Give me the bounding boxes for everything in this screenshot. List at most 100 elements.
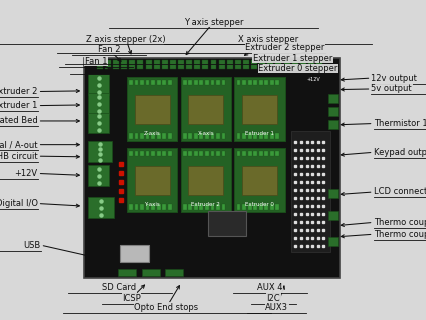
Text: Digital I/O: Digital I/O [0, 199, 37, 208]
Bar [242, 80, 245, 85]
Text: X-axis: X-axis [197, 131, 213, 136]
Bar [193, 204, 197, 210]
Bar [161, 60, 167, 69]
Text: Extruder 1 stepper: Extruder 1 stepper [252, 54, 331, 63]
Text: Keypad output: Keypad output [373, 148, 426, 157]
Bar [88, 141, 112, 162]
Bar [129, 133, 132, 139]
Bar [210, 133, 214, 139]
Text: ICSP: ICSP [122, 294, 141, 303]
Bar [204, 80, 208, 85]
Text: +12V: +12V [14, 169, 37, 178]
Bar [182, 133, 186, 139]
Bar [216, 80, 219, 85]
Bar [236, 204, 240, 210]
Bar [236, 151, 240, 156]
Bar [182, 204, 186, 210]
Bar [216, 133, 219, 139]
Bar [182, 151, 186, 156]
Bar [156, 133, 160, 139]
Bar [165, 269, 183, 276]
Bar [88, 113, 109, 133]
Bar [221, 80, 225, 85]
Bar [129, 204, 132, 210]
Bar [253, 80, 256, 85]
Bar [247, 133, 251, 139]
Text: X axis stepper: X axis stepper [237, 35, 298, 44]
Text: SD Card: SD Card [102, 284, 136, 292]
Bar [118, 269, 136, 276]
Bar [188, 204, 192, 210]
Text: Extruder 2 stepper: Extruder 2 stepper [245, 44, 324, 52]
Bar [188, 80, 192, 85]
Bar [134, 204, 138, 210]
Bar [221, 151, 225, 156]
Bar [264, 151, 268, 156]
Bar [151, 133, 155, 139]
Bar [275, 60, 281, 69]
Bar [234, 148, 284, 212]
Bar [162, 133, 166, 139]
Text: Thermistor 1-3: Thermistor 1-3 [373, 119, 426, 128]
Bar [140, 204, 144, 210]
Bar [234, 60, 240, 69]
Bar [264, 204, 268, 210]
Bar [221, 204, 225, 210]
Bar [140, 151, 144, 156]
Bar [137, 60, 143, 69]
Bar [156, 151, 160, 156]
Bar [156, 204, 160, 210]
Bar [210, 80, 214, 85]
Bar [247, 204, 251, 210]
Bar [188, 95, 223, 124]
Bar [151, 151, 155, 156]
Bar [204, 151, 208, 156]
Bar [210, 204, 214, 210]
Bar [97, 60, 103, 69]
Bar [127, 148, 177, 212]
Bar [199, 133, 203, 139]
Bar [258, 151, 262, 156]
Bar [167, 133, 171, 139]
Bar [140, 133, 144, 139]
Bar [129, 151, 132, 156]
Bar [141, 269, 159, 276]
Bar [194, 60, 200, 69]
Bar [299, 60, 305, 69]
Text: Y-axis: Y-axis [144, 202, 159, 207]
Bar [193, 80, 197, 85]
Bar [199, 80, 203, 85]
Bar [315, 60, 321, 69]
Bar [151, 204, 155, 210]
Bar [188, 133, 192, 139]
Bar [145, 151, 149, 156]
Bar [153, 60, 159, 69]
Bar [129, 60, 135, 69]
Bar [151, 80, 155, 85]
Bar [167, 151, 171, 156]
Bar [134, 80, 138, 85]
Text: Heated Bed: Heated Bed [0, 116, 37, 125]
Text: Extruder 2: Extruder 2 [191, 202, 220, 207]
Bar [167, 80, 171, 85]
Bar [236, 133, 240, 139]
Text: AUX 4: AUX 4 [256, 284, 282, 292]
Bar [127, 77, 177, 141]
Bar [242, 133, 245, 139]
Bar [199, 204, 203, 210]
Bar [202, 60, 208, 69]
Bar [269, 204, 273, 210]
Bar [283, 60, 289, 69]
Bar [236, 80, 240, 85]
Bar [269, 151, 273, 156]
Bar [328, 107, 337, 116]
Bar [328, 237, 337, 246]
Text: LCD connector: LCD connector [373, 188, 426, 196]
Bar [218, 60, 224, 69]
Bar [162, 151, 166, 156]
Bar [221, 133, 225, 139]
Bar [247, 80, 251, 85]
Bar [264, 133, 268, 139]
Bar [204, 204, 208, 210]
Text: Extruder 1: Extruder 1 [245, 131, 273, 136]
